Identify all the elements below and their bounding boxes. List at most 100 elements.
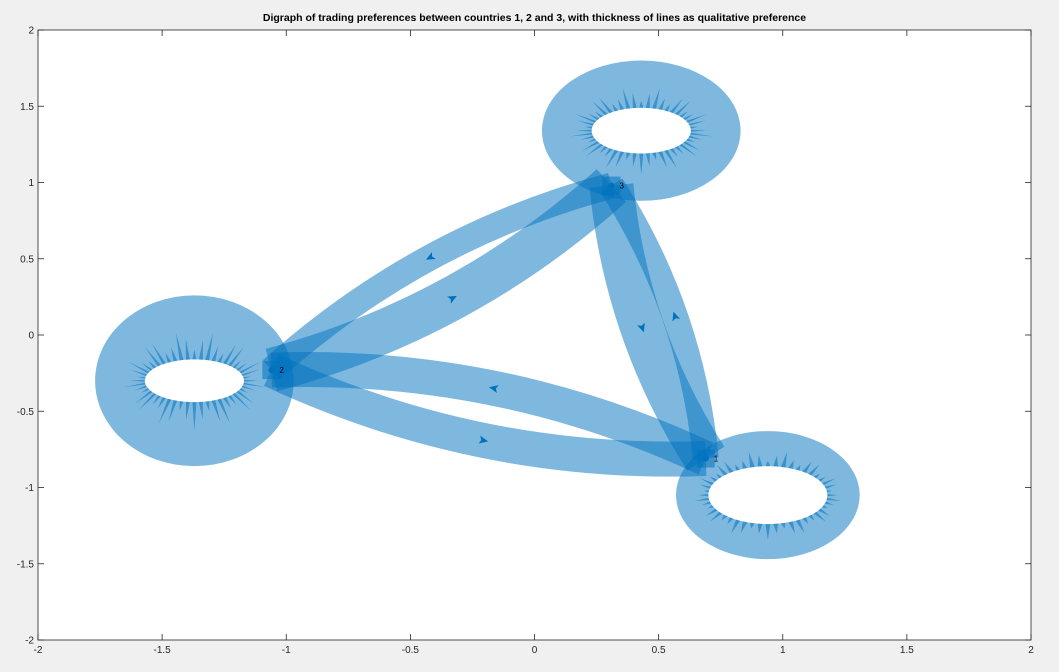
spike	[703, 490, 710, 493]
spike	[198, 339, 203, 360]
spike	[683, 114, 694, 121]
spike	[645, 153, 650, 167]
plot-title: Digraph of trading preferences between c…	[262, 12, 807, 24]
spike	[652, 152, 657, 160]
node-dot-3	[608, 182, 615, 189]
spike	[228, 395, 237, 405]
node-label-2: 2	[279, 366, 284, 375]
spike	[742, 460, 748, 469]
spike	[622, 88, 631, 109]
spike	[808, 514, 815, 521]
spike	[690, 126, 699, 129]
spike	[765, 460, 771, 467]
spike	[612, 103, 619, 112]
spike	[639, 100, 644, 108]
spike	[581, 141, 600, 152]
spike	[587, 138, 597, 143]
spike	[709, 476, 718, 482]
spike	[707, 505, 714, 509]
spike	[658, 151, 668, 168]
spike	[592, 101, 608, 116]
spike	[705, 508, 718, 517]
spike	[223, 397, 231, 409]
self-loop-spikes-2	[123, 332, 266, 431]
spike	[679, 111, 689, 118]
spike	[632, 153, 637, 167]
spike	[780, 522, 786, 529]
spike	[128, 361, 150, 374]
y-tick-label: 0.5	[20, 254, 34, 265]
spike	[192, 402, 197, 431]
spike	[750, 522, 755, 529]
spike	[138, 393, 157, 410]
spike	[157, 397, 166, 409]
spike	[179, 401, 184, 411]
spike	[165, 352, 172, 363]
spike	[735, 464, 741, 471]
spike	[824, 484, 837, 489]
x-tick-label: 0	[532, 645, 538, 656]
spike	[721, 514, 728, 521]
spike	[137, 376, 146, 379]
spike	[813, 473, 820, 479]
spike	[185, 338, 190, 360]
spike	[243, 376, 252, 379]
spike	[241, 385, 255, 391]
spike	[690, 132, 713, 137]
self-loop-spikes-1	[694, 451, 842, 540]
y-tick-label: -1	[25, 483, 34, 494]
spike	[243, 382, 266, 388]
spike	[748, 452, 755, 468]
arrowhead-2-to-1	[478, 435, 489, 444]
spike	[198, 401, 203, 420]
spike	[688, 135, 702, 140]
spike	[652, 88, 660, 109]
spike	[232, 360, 242, 369]
spike	[170, 347, 178, 362]
spike	[185, 401, 190, 420]
nodes-layer: 1 2 3	[262, 176, 719, 468]
spike	[581, 135, 594, 140]
spike	[645, 93, 650, 109]
spike	[757, 454, 763, 467]
spike	[244, 379, 259, 382]
spike	[795, 519, 805, 534]
spike	[148, 360, 157, 369]
spike	[686, 114, 708, 123]
spike	[813, 511, 826, 522]
spike	[236, 390, 254, 404]
ticks-layer: -2 -1.5 -1 -0.5 0 0.5 1 1.5 2 -2 -1.5 -1 -0.5 0 0.5 1 1.…	[17, 26, 1034, 657]
spike	[232, 393, 251, 411]
spike	[723, 461, 734, 473]
spike	[690, 129, 706, 132]
spike	[632, 92, 637, 109]
x-tick-label: -0.5	[402, 645, 420, 656]
spike	[152, 343, 166, 365]
spike	[674, 100, 691, 116]
spike	[788, 521, 796, 534]
spike	[664, 149, 677, 169]
spike	[826, 497, 842, 501]
spike	[765, 524, 771, 540]
spike	[130, 369, 147, 377]
spike	[740, 521, 748, 534]
spike	[158, 398, 172, 424]
spike	[821, 478, 836, 486]
spike	[217, 398, 230, 424]
x-tick-label: -1	[282, 645, 291, 656]
self-loop-2	[95, 295, 294, 467]
node-label-1: 1	[714, 455, 719, 464]
spike	[134, 385, 147, 391]
spike	[141, 362, 153, 371]
self-loop-spikes-3	[569, 88, 713, 175]
spike	[577, 120, 594, 126]
spike	[698, 493, 709, 497]
spike	[576, 129, 592, 132]
spike	[788, 460, 794, 469]
spike	[617, 99, 625, 110]
spike	[716, 473, 723, 479]
spike	[211, 346, 219, 362]
spike	[669, 98, 684, 114]
spike	[575, 113, 597, 123]
